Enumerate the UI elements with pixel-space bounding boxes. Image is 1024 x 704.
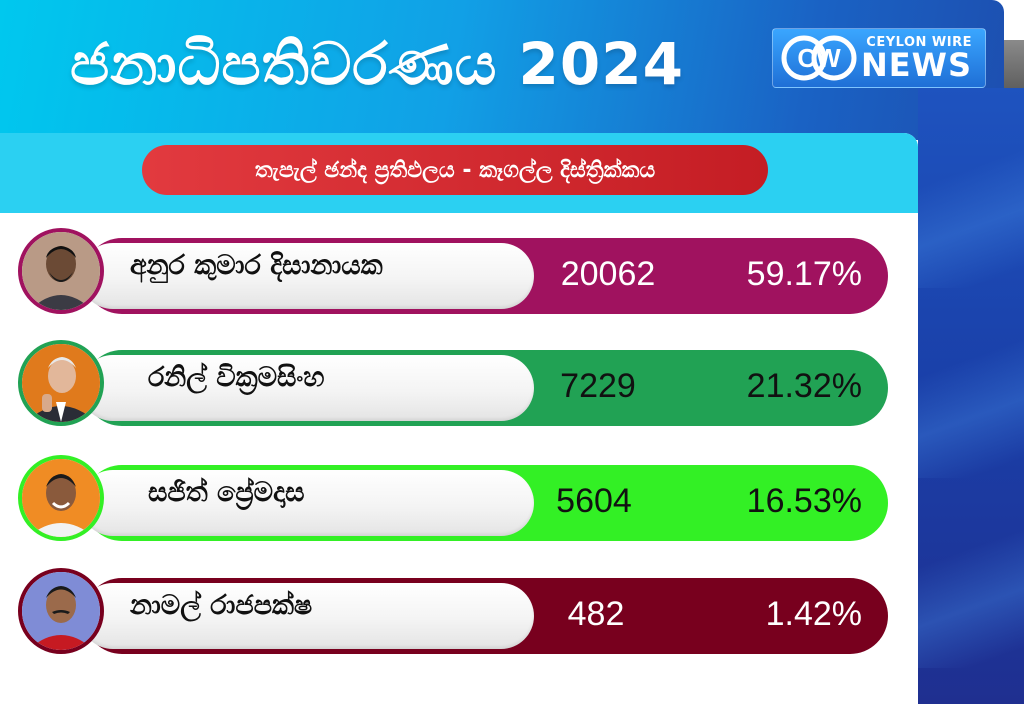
candidate-photo bbox=[18, 228, 104, 314]
name-pill bbox=[80, 470, 534, 536]
candidate-votes: 5604 bbox=[556, 481, 632, 520]
name-pill bbox=[80, 355, 534, 421]
candidate-votes: 7229 bbox=[560, 366, 636, 405]
candidate-photo bbox=[18, 568, 104, 654]
brand-logo-box: CW CEYLON WIRE NEWS bbox=[772, 28, 986, 88]
candidate-bar bbox=[80, 465, 888, 541]
name-pill bbox=[80, 243, 534, 309]
candidate-name: සජිත් ප්‍රේමදාස bbox=[148, 477, 305, 508]
brand-top-text: CEYLON WIRE bbox=[866, 34, 972, 50]
brand-bottom-text: NEWS bbox=[861, 45, 972, 84]
candidate-bar bbox=[80, 350, 888, 426]
subheader-band: තැපැල් ඡන්ද ප්‍රතිඵලය - කෑගල්ල දිස්ත්‍රි… bbox=[0, 133, 918, 213]
candidate-photo bbox=[18, 455, 104, 541]
page-title: ජනාධිපතිවරණය 2024 bbox=[70, 29, 684, 98]
subheader-label: තැපැල් ඡන්ද ප්‍රතිඵලය - කෑගල්ල දිස්ත්‍රි… bbox=[142, 145, 768, 195]
candidate-percent: 21.32% bbox=[746, 366, 862, 405]
side-stripe bbox=[918, 508, 1024, 668]
brand-logo-letters: CW bbox=[797, 43, 841, 73]
side-stripe bbox=[918, 128, 1024, 288]
candidate-name: නාමල් රාජපක්ෂ bbox=[130, 590, 313, 621]
candidate-votes: 20062 bbox=[560, 254, 656, 293]
candidate-row: සජිත් ප්‍රේමදාස 5604 16.53% bbox=[0, 455, 900, 551]
candidate-bar bbox=[80, 238, 888, 314]
brand-wordmark: CEYLON WIRE NEWS bbox=[861, 36, 972, 81]
header-band: ජනාධිපතිවරණය 2024 CW CEYLON WIRE NEWS bbox=[0, 0, 1004, 140]
cw-logo-icon: CW bbox=[781, 35, 857, 81]
candidate-percent: 16.53% bbox=[746, 481, 862, 520]
candidate-photo bbox=[18, 340, 104, 426]
candidate-row: රනිල් වික්‍රමසිංහ 7229 21.32% bbox=[0, 340, 900, 436]
candidate-percent: 59.17% bbox=[746, 254, 862, 293]
side-decorative-panel bbox=[918, 88, 1024, 704]
candidate-votes: 482 bbox=[567, 594, 625, 633]
side-stripe bbox=[918, 318, 1024, 478]
candidate-bar bbox=[80, 578, 888, 654]
candidate-name: අනුර කුමාර දිසානායක bbox=[130, 250, 383, 281]
candidate-name: රනිල් වික්‍රමසිංහ bbox=[148, 362, 325, 393]
candidate-row: නාමල් රාජපක්ෂ 482 1.42% bbox=[0, 568, 900, 664]
candidate-row: අනුර කුමාර දිසානායක 20062 59.17% bbox=[0, 228, 900, 324]
candidate-percent: 1.42% bbox=[765, 594, 862, 633]
name-pill bbox=[80, 583, 534, 649]
decorative-shadow bbox=[1004, 40, 1024, 100]
